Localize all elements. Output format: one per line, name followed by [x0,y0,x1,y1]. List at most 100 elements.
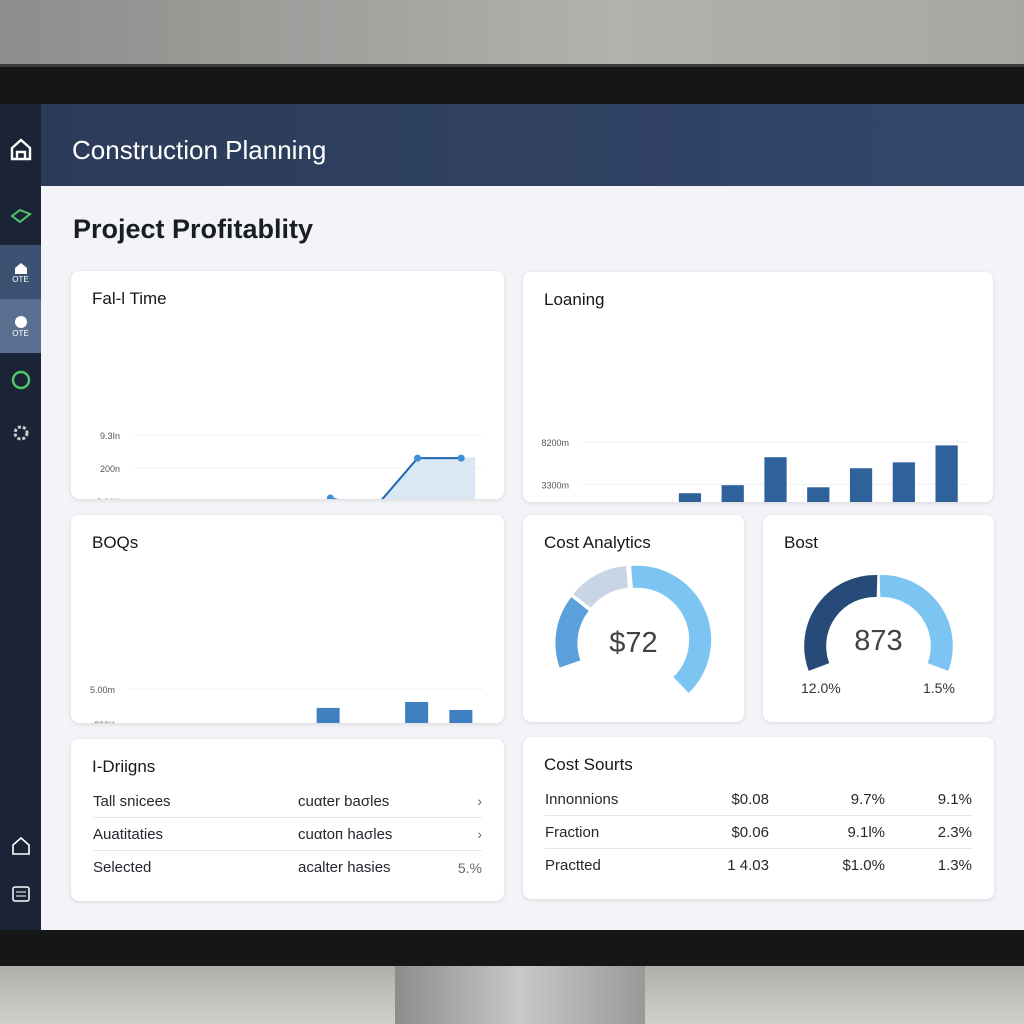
sidebar: OTE OTE [0,104,41,930]
cost-sources-card: Cost Sourts Innonnions $0.08 9.7% 9.1% F… [523,737,994,899]
building-icon [14,262,27,274]
chevron-right-icon[interactable]: › [477,826,482,842]
gauge-value: 873 [854,625,903,657]
sidebar-item-document[interactable] [0,867,41,921]
gauge-left-label: 12.0% [801,680,841,696]
card-title: Cost Sourts [544,755,633,774]
list-item[interactable]: Selected acalter hasies 5.% [93,851,482,884]
source-pct-1: 9.1l% [847,823,885,841]
bar [892,462,915,502]
screen: OTE OTE Construction Planning Project Pr… [0,104,1024,930]
gauge-chart [555,565,712,693]
data-point [414,454,422,462]
bar [849,468,873,502]
source-name: Innonnions [545,790,619,808]
source-pct-1: $1.0% [842,857,885,874]
item-percent: 5.% [457,859,482,876]
shield-icon [14,315,27,328]
y-tick-label: 8200m [541,438,569,448]
monitor-stand [395,966,645,1024]
gauge-segment [573,566,629,609]
item-value: cuαter baσles [298,792,390,810]
source-cost: $0.06 [731,823,769,841]
gauge-segment-light [879,574,953,671]
source-name: Practted [545,857,601,874]
bar [316,707,340,723]
sidebar-item-label: OTE [12,274,29,284]
y-tick-label: 2.00K [96,497,120,499]
y-tick-label: 200n [100,464,120,474]
gauge-segment-dark [804,574,878,671]
table-row: Innonnions $0.08 9.7% 9.1% [545,783,972,816]
card-title: Fal-l Time [92,289,167,308]
source-pct-1: 9.7% [850,790,885,808]
page-title: Project Profitablity [73,214,314,244]
chart-card-fall-time: Fal-l Time 02ЙM2.00K200n9.3InMer/2Apr 92… [71,271,504,499]
y-tick-label: 5.00m [90,685,115,695]
bar [678,493,702,502]
item-name: Auatitaties [93,825,164,843]
bar [935,445,958,502]
source-pct-2: 2.3% [937,823,972,841]
list-item[interactable]: Tall snicees cuαter baσles › [93,785,482,818]
source-cost: 1 4.03 [727,857,769,874]
item-name: Selected [93,859,152,876]
line-chart: 02ЙM2.00K200n9.3InMer/2Apr 9200120142016… [96,431,483,499]
series-line [327,457,462,499]
gauge-card-bost: Bost 873 12.0% 1.5% [763,515,994,722]
card-title: Bost [784,533,819,552]
source-cost: $0.08 [731,790,769,808]
bar [721,485,744,502]
bar-chart: 01.50m3300m8200m201620122011201020192019… [541,438,968,502]
home-outline-icon [11,836,30,855]
sidebar-item-settings[interactable] [0,406,41,460]
app-header: Construction Planning [41,104,1024,186]
home-icon [10,138,31,161]
gauge-card-cost-analytics: Cost Analytics $72 [523,515,744,722]
list-item[interactable]: Auatitaties cuαtoп haσles › [93,818,482,851]
app-title: Construction Planning [72,135,327,165]
item-value: acalter hasies [298,859,391,876]
source-name: Fraction [545,823,600,841]
source-pct-2: 9.1% [937,790,972,808]
card-title: Loaning [544,290,605,309]
gauge-chart [804,574,953,671]
bar [405,701,429,723]
chevron-right-icon[interactable]: › [477,793,482,809]
sidebar-item-building[interactable]: OTE [0,245,41,299]
source-pct-2: 1.3% [937,857,972,874]
sidebar-item-shield[interactable]: OTE [0,299,41,353]
bar [764,457,787,502]
designs-card: I-Driigns Tall snicees cuαter baσles › A… [71,739,504,901]
data-point [326,494,334,499]
sidebar-item-check[interactable] [0,189,41,243]
gauge-segment [555,597,589,668]
gear-icon [13,425,28,441]
bar-chart: 013im200K5.00m20192A12201820162018201920… [90,685,483,723]
sidebar-item-label: OTE [12,328,29,338]
y-tick-label: 9.3In [100,431,120,441]
sidebar-item-home[interactable] [0,122,41,176]
chart-card-loaning: Loaning 01.50m3300m8200m2016201220112010… [523,272,993,502]
area-fill [329,457,476,499]
wall-background [0,0,1024,70]
item-value: cuαtoп haσles [298,825,393,843]
document-icon [11,886,30,902]
card-title: BOQs [92,533,139,552]
sidebar-item-home-bottom[interactable] [0,819,41,873]
bar [449,710,473,723]
circle-icon [11,370,30,390]
gauge-segment [631,565,712,693]
card-title: I-Driigns [92,757,156,776]
y-tick-label: 3300m [541,480,569,490]
item-name: Tall snicees [93,792,171,810]
card-title: Cost Analytics [544,533,651,552]
bar [807,487,830,502]
y-tick-label: 200K [94,720,115,723]
table-row: Practted 1 4.03 $1.0% 1.3% [545,849,972,882]
gauge-right-label: 1.5% [923,680,955,696]
check-icon [9,208,32,224]
sidebar-item-circle[interactable] [0,353,41,407]
gauge-value: $72 [609,627,658,659]
table-row: Fraction $0.06 9.1l% 2.3% [545,816,972,849]
